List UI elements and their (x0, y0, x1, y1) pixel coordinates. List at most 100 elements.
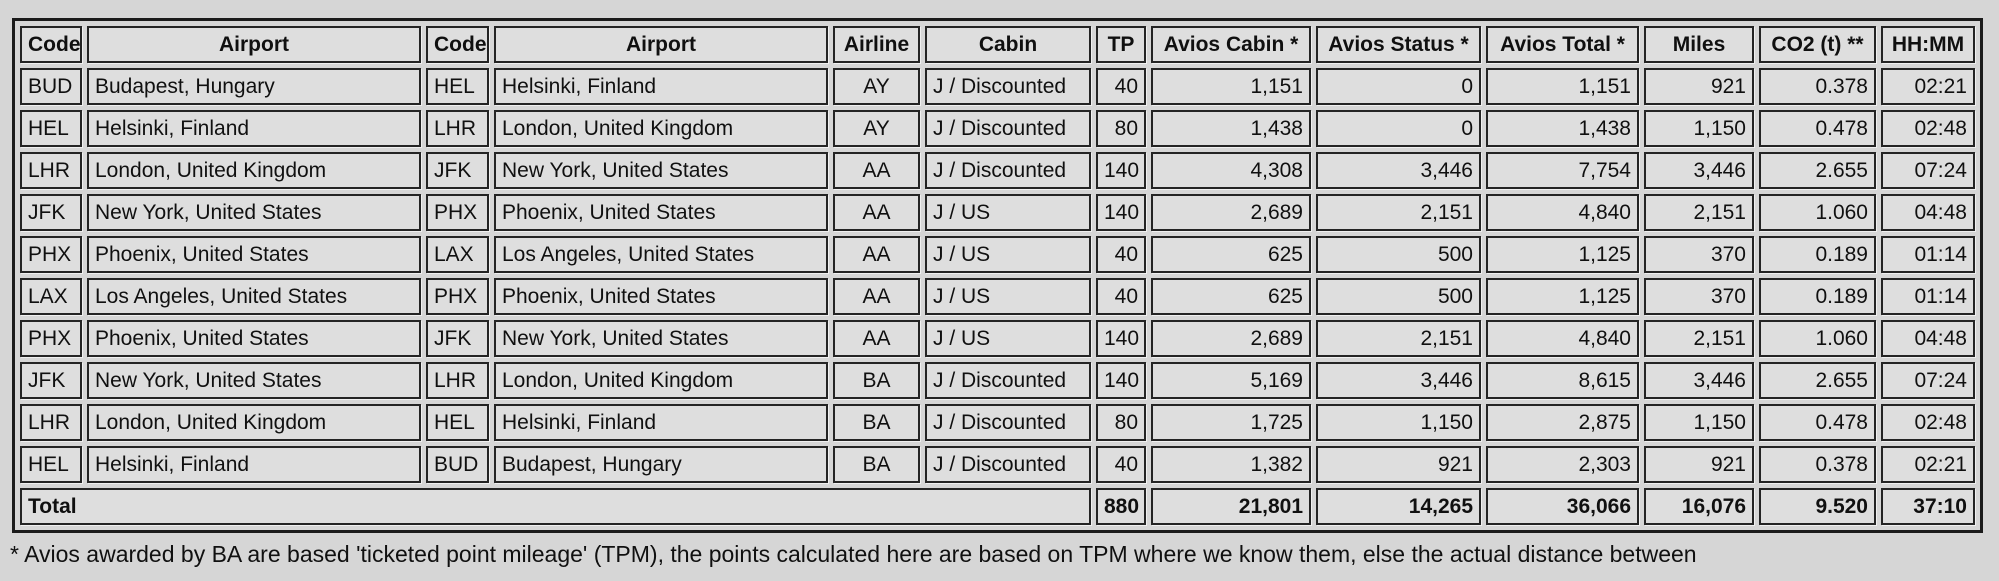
cell-co2: 0.378 (1759, 68, 1876, 105)
avios-itinerary-table: Code Airport Code Airport Airline Cabin … (12, 18, 1983, 533)
cell-avios-status: 1,150 (1316, 404, 1481, 441)
cell-avios-total: 7,754 (1486, 152, 1639, 189)
col-header-to-airport: Airport (494, 26, 828, 63)
cell-from-code: BUD (20, 68, 82, 105)
cell-from-code: PHX (20, 236, 82, 273)
cell-co2: 2.655 (1759, 152, 1876, 189)
col-header-co2: CO2 (t) ** (1759, 26, 1876, 63)
cell-miles: 3,446 (1644, 152, 1754, 189)
cell-airline: AY (833, 110, 920, 147)
cell-airline: AA (833, 320, 920, 357)
cell-to-airport: Phoenix, United States (494, 194, 828, 231)
cell-from-airport: Helsinki, Finland (87, 110, 421, 147)
cell-cabin: J / Discounted (925, 404, 1091, 441)
cell-from-airport: Phoenix, United States (87, 320, 421, 357)
cell-miles: 921 (1644, 68, 1754, 105)
cell-hhmm: 01:14 (1881, 236, 1975, 273)
col-header-tp: TP (1096, 26, 1146, 63)
cell-from-code: PHX (20, 320, 82, 357)
cell-co2: 0.189 (1759, 278, 1876, 315)
cell-avios-cabin: 1,725 (1151, 404, 1311, 441)
total-co2: 9.520 (1759, 488, 1876, 525)
cell-to-airport: London, United Kingdom (494, 362, 828, 399)
flight-segment-row: HEL Helsinki, Finland LHR London, United… (20, 110, 1975, 147)
cell-tp: 140 (1096, 320, 1146, 357)
cell-to-code: JFK (426, 152, 489, 189)
cell-airline: BA (833, 446, 920, 483)
cell-miles: 2,151 (1644, 194, 1754, 231)
cell-airline: BA (833, 362, 920, 399)
cell-miles: 2,151 (1644, 320, 1754, 357)
cell-to-airport: London, United Kingdom (494, 110, 828, 147)
cell-from-code: HEL (20, 110, 82, 147)
col-header-airline: Airline (833, 26, 920, 63)
cell-to-code: LHR (426, 362, 489, 399)
cell-to-airport: Helsinki, Finland (494, 404, 828, 441)
cell-tp: 80 (1096, 110, 1146, 147)
cell-avios-cabin: 2,689 (1151, 194, 1311, 231)
cell-avios-cabin: 4,308 (1151, 152, 1311, 189)
cell-to-code: HEL (426, 68, 489, 105)
cell-avios-cabin: 1,151 (1151, 68, 1311, 105)
flight-segment-row: HEL Helsinki, Finland BUD Budapest, Hung… (20, 446, 1975, 483)
col-header-from-code: Code (20, 26, 82, 63)
cell-from-code: JFK (20, 362, 82, 399)
cell-to-code: PHX (426, 194, 489, 231)
cell-airline: BA (833, 404, 920, 441)
cell-from-code: HEL (20, 446, 82, 483)
cell-co2: 0.189 (1759, 236, 1876, 273)
cell-cabin: J / US (925, 194, 1091, 231)
cell-cabin: J / Discounted (925, 362, 1091, 399)
cell-miles: 1,150 (1644, 404, 1754, 441)
cell-avios-cabin: 1,438 (1151, 110, 1311, 147)
cell-hhmm: 02:48 (1881, 110, 1975, 147)
col-header-avios-total: Avios Total * (1486, 26, 1639, 63)
cell-hhmm: 04:48 (1881, 320, 1975, 357)
footnote-text: * Avios awarded by BA are based 'tickete… (10, 541, 1697, 567)
cell-from-code: JFK (20, 194, 82, 231)
cell-to-airport: Los Angeles, United States (494, 236, 828, 273)
cell-from-airport: New York, United States (87, 194, 421, 231)
cell-avios-total: 8,615 (1486, 362, 1639, 399)
cell-avios-status: 500 (1316, 278, 1481, 315)
cell-avios-status: 3,446 (1316, 152, 1481, 189)
cell-airline: AY (833, 68, 920, 105)
cell-hhmm: 02:21 (1881, 446, 1975, 483)
cell-to-airport: Helsinki, Finland (494, 68, 828, 105)
cell-hhmm: 02:48 (1881, 404, 1975, 441)
flight-segment-row: JFK New York, United States PHX Phoenix,… (20, 194, 1975, 231)
flight-segment-row: JFK New York, United States LHR London, … (20, 362, 1975, 399)
cell-cabin: J / US (925, 236, 1091, 273)
cell-hhmm: 07:24 (1881, 152, 1975, 189)
cell-airline: AA (833, 194, 920, 231)
cell-avios-total: 1,438 (1486, 110, 1639, 147)
cell-from-airport: Helsinki, Finland (87, 446, 421, 483)
cell-cabin: J / Discounted (925, 152, 1091, 189)
cell-from-airport: Phoenix, United States (87, 236, 421, 273)
cell-avios-status: 2,151 (1316, 320, 1481, 357)
cell-to-code: BUD (426, 446, 489, 483)
cell-miles: 370 (1644, 236, 1754, 273)
flight-segment-row: LHR London, United Kingdom HEL Helsinki,… (20, 404, 1975, 441)
cell-avios-cabin: 625 (1151, 278, 1311, 315)
total-avios-total: 36,066 (1486, 488, 1639, 525)
cell-cabin: J / Discounted (925, 446, 1091, 483)
flight-segment-row: BUD Budapest, Hungary HEL Helsinki, Finl… (20, 68, 1975, 105)
cell-avios-total: 4,840 (1486, 194, 1639, 231)
total-avios-cabin: 21,801 (1151, 488, 1311, 525)
cell-airline: AA (833, 152, 920, 189)
flight-segment-row: LAX Los Angeles, United States PHX Phoen… (20, 278, 1975, 315)
total-row: Total 880 21,801 14,265 36,066 16,076 9.… (20, 488, 1975, 525)
cell-avios-status: 0 (1316, 110, 1481, 147)
cell-tp: 140 (1096, 194, 1146, 231)
cell-avios-total: 1,151 (1486, 68, 1639, 105)
cell-from-code: LAX (20, 278, 82, 315)
cell-avios-status: 921 (1316, 446, 1481, 483)
cell-to-airport: New York, United States (494, 320, 828, 357)
cell-avios-cabin: 5,169 (1151, 362, 1311, 399)
col-header-cabin: Cabin (925, 26, 1091, 63)
cell-miles: 3,446 (1644, 362, 1754, 399)
cell-miles: 921 (1644, 446, 1754, 483)
cell-co2: 0.378 (1759, 446, 1876, 483)
cell-to-airport: Phoenix, United States (494, 278, 828, 315)
